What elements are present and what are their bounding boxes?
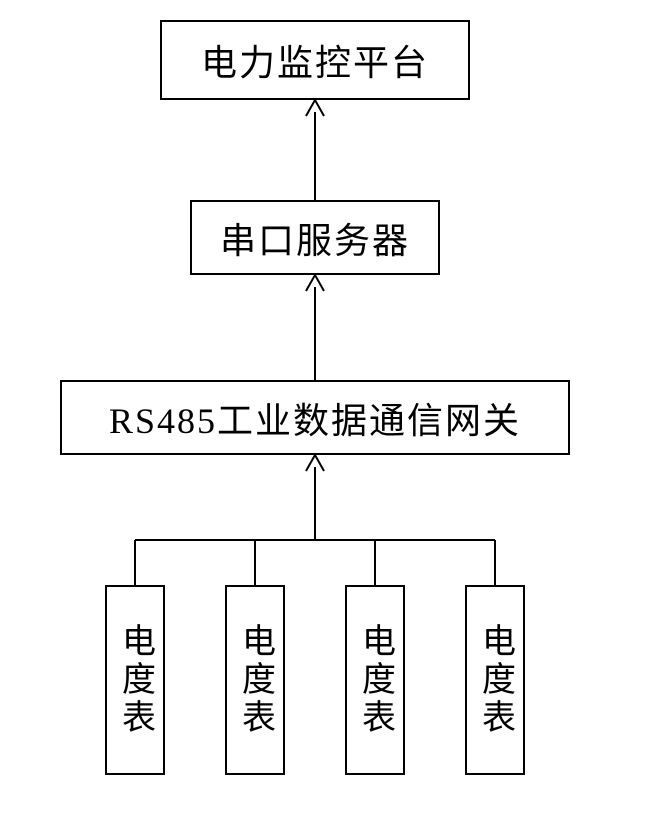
node-platform-label: 电力监控平台 [201,34,429,86]
node-meter-3-label: 电度表 [351,623,400,737]
node-meter-2-label: 电度表 [231,623,280,737]
node-meter-2: 电度表 [225,585,285,775]
node-meter-1-label: 电度表 [111,623,160,737]
node-meter-4-label: 电度表 [471,623,520,737]
node-gateway-label: RS485工业数据通信网关 [109,392,521,444]
node-serial-server: 串口服务器 [190,200,440,275]
diagram-canvas: 电力监控平台 串口服务器 RS485工业数据通信网关 电度表 电度表 电度表 电… [0,0,654,817]
node-platform: 电力监控平台 [160,20,470,100]
node-meter-4: 电度表 [465,585,525,775]
node-meter-1: 电度表 [105,585,165,775]
node-serial-server-label: 串口服务器 [220,212,410,264]
node-gateway: RS485工业数据通信网关 [60,380,570,455]
node-meter-3: 电度表 [345,585,405,775]
